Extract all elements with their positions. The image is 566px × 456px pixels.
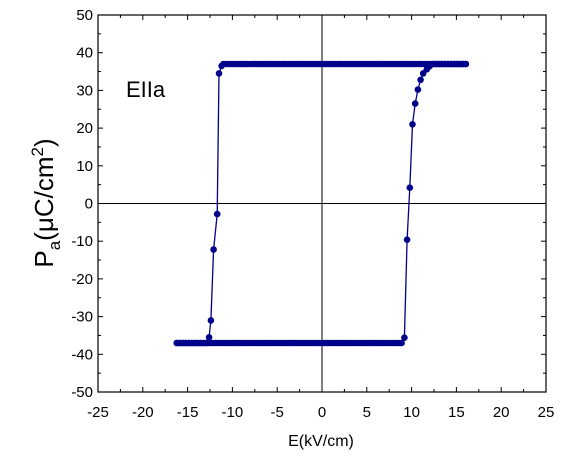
y-tick-label: -20	[71, 271, 93, 288]
x-tick-label: 15	[448, 404, 465, 421]
x-tick-label: -20	[132, 404, 154, 421]
x-tick-label: -25	[87, 404, 109, 421]
data-point	[205, 334, 213, 341]
data-point	[403, 236, 411, 243]
data-point	[207, 317, 215, 324]
chart-annotation: EIIa	[126, 77, 166, 102]
data-point	[218, 62, 225, 70]
x-tick-label: -10	[222, 404, 244, 421]
data-point	[417, 76, 424, 84]
y-axis-label-mu: μ	[29, 217, 59, 232]
data-point	[411, 100, 419, 107]
x-axis-label: E(kV/cm)	[288, 433, 354, 450]
axes	[97, 14, 547, 393]
data-point	[406, 184, 414, 191]
x-tick-label: 20	[493, 404, 510, 421]
y-tick-label: -40	[71, 346, 93, 363]
data-point	[213, 210, 221, 218]
y-axis-label-sub: a	[45, 240, 64, 250]
y-axis-label: Pa(μC/cm2)	[28, 138, 64, 267]
x-tick-label: 25	[538, 404, 555, 421]
y-tick-label: 0	[85, 196, 93, 213]
axis-ticks	[97, 14, 547, 393]
y-tick-label: -10	[71, 233, 93, 250]
y-tick-label: 10	[76, 158, 93, 175]
y-tick-label: 30	[76, 82, 93, 99]
y-tick-label: -30	[71, 309, 93, 326]
data-point	[401, 334, 408, 342]
data-point	[210, 246, 217, 253]
x-tick-label: 5	[363, 404, 371, 421]
data-point	[203, 339, 210, 347]
y-tick-label: 50	[76, 7, 93, 24]
data-point	[409, 121, 416, 128]
y-axis-label-open: (	[29, 232, 59, 241]
data-point	[414, 86, 422, 93]
data-point	[398, 339, 405, 347]
data-point	[462, 60, 470, 68]
y-axis-label-sup: 2	[28, 147, 47, 156]
tick-labels: -25 -20 -15 -10 -5 0 5 10 15 20 25-50-40-30-20-100…	[71, 7, 554, 421]
y-axis-label-unit: C/cm	[29, 157, 59, 218]
x-tick-label: -5	[271, 404, 284, 421]
y-axis-label-main: P	[29, 250, 59, 267]
y-tick-label: 20	[76, 120, 93, 137]
x-tick-label: 10	[403, 404, 420, 421]
y-tick-label: 40	[76, 45, 93, 62]
x-tick-label: 0	[318, 404, 326, 421]
x-tick-label: -15	[177, 404, 199, 421]
data-point	[215, 70, 223, 77]
series-layer	[173, 60, 470, 347]
y-axis-label-close: )	[29, 138, 59, 147]
y-tick-label: -50	[71, 384, 93, 401]
